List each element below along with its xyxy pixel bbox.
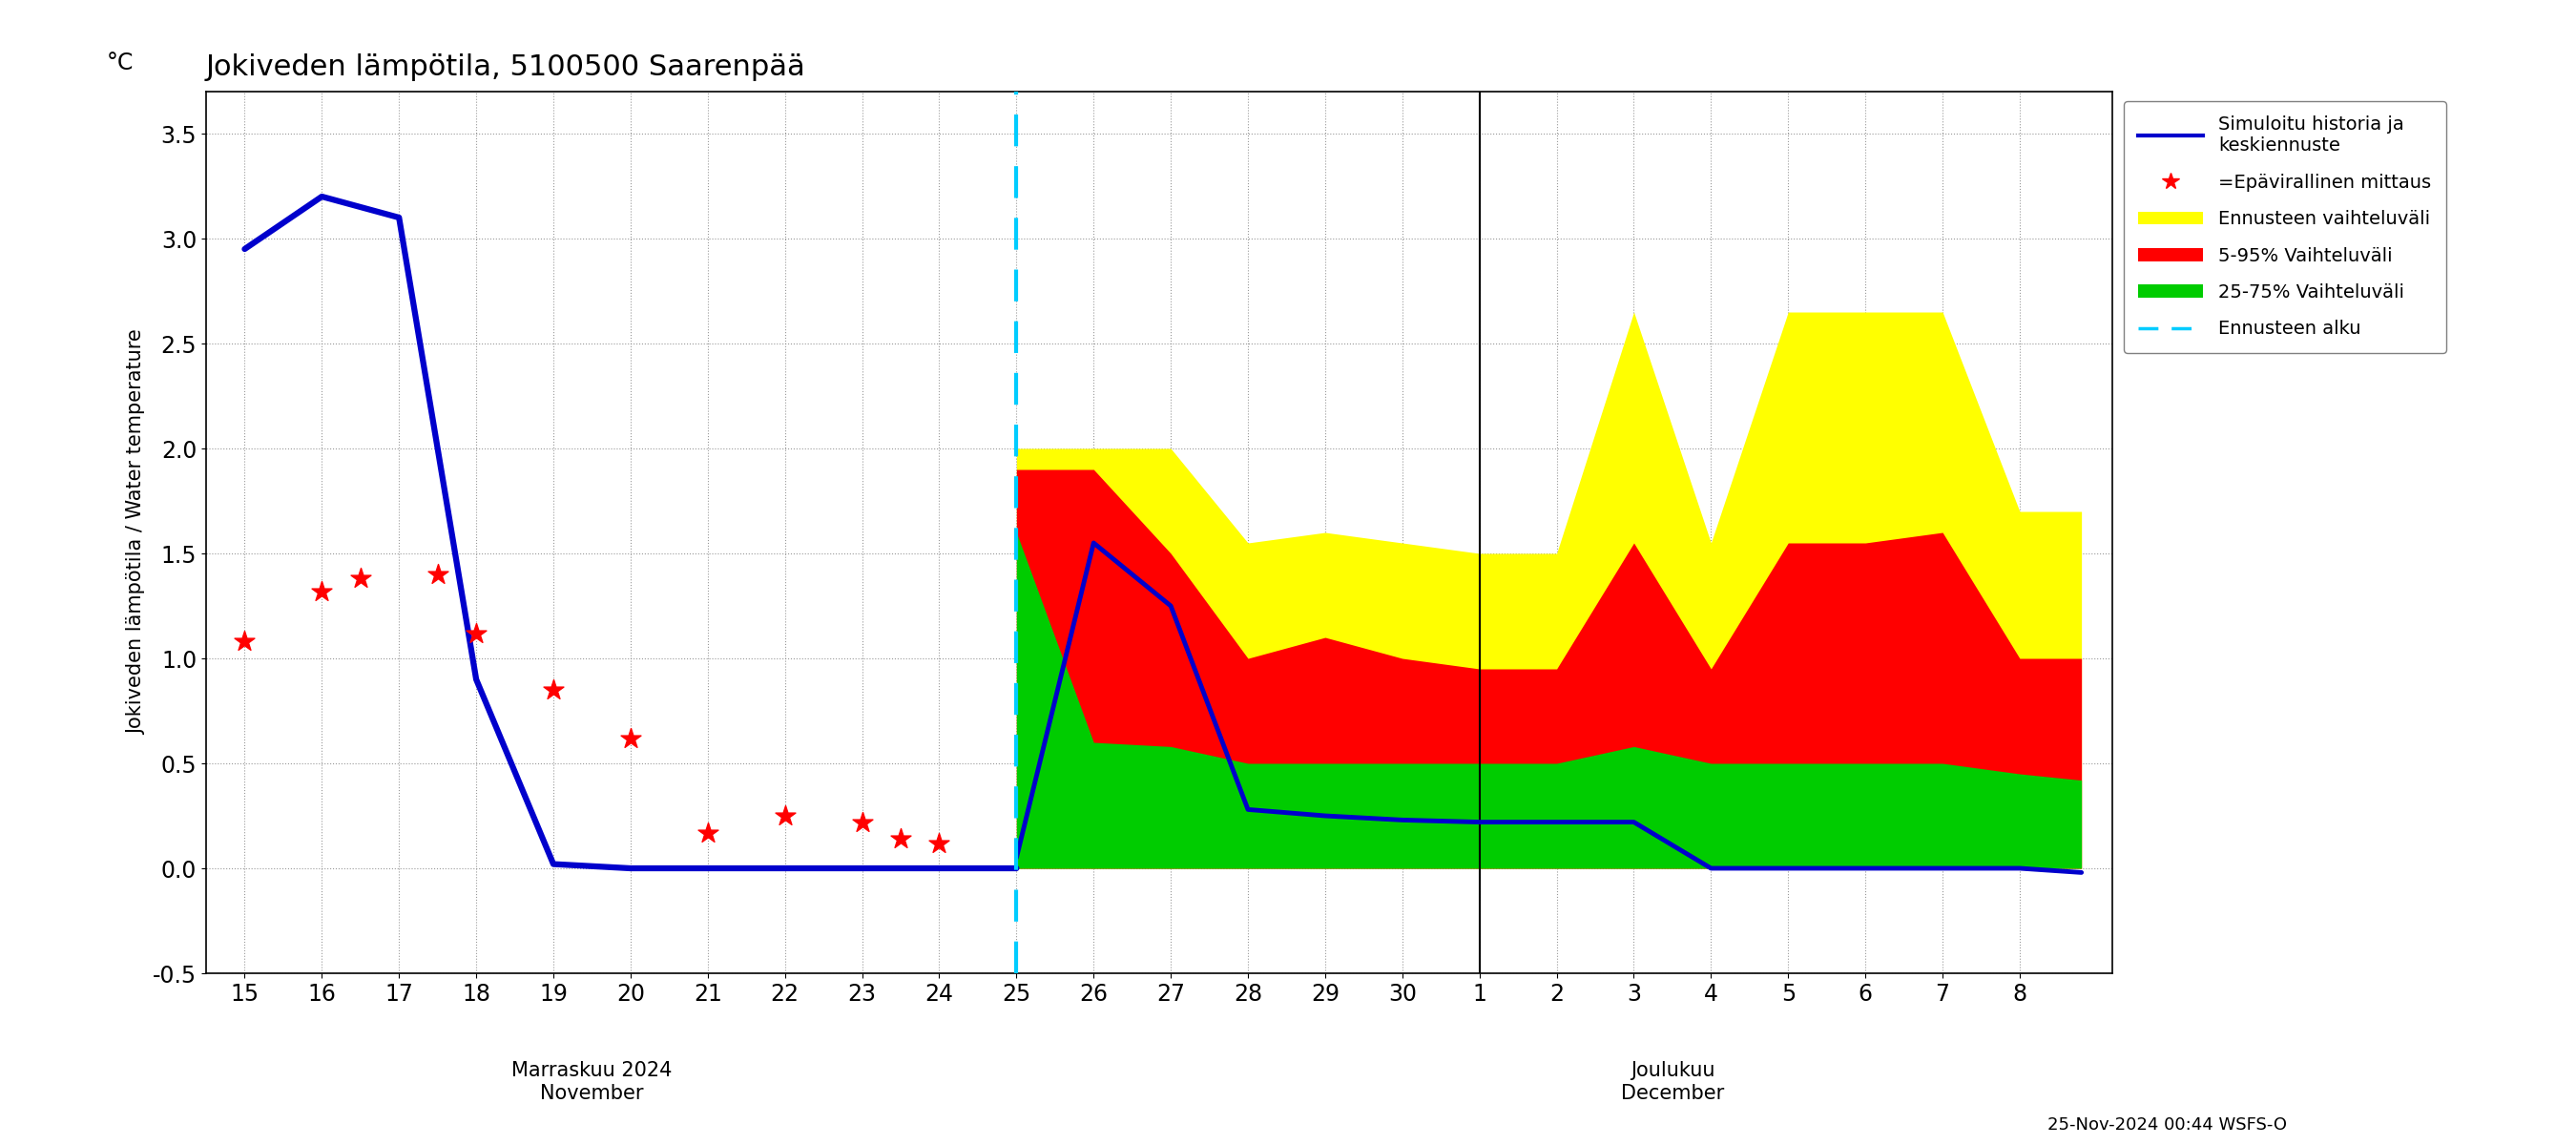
Point [920,834,961,852]
Point [224,632,265,650]
Point [688,823,729,842]
Point [611,729,652,748]
Point [842,813,884,831]
Text: Joulukuu
December: Joulukuu December [1620,1061,1723,1103]
Point [456,624,497,642]
Point [765,806,806,824]
Text: Jokiveden lämpötila, 5100500 Saarenpää: Jokiveden lämpötila, 5100500 Saarenpää [206,54,806,81]
Point [301,582,343,600]
Y-axis label: Jokiveden lämpötila / Water temperature: Jokiveden lämpötila / Water temperature [126,330,147,735]
Point [881,830,922,848]
Point [417,566,459,584]
Point [533,680,574,698]
Text: 25-Nov-2024 00:44 WSFS-O: 25-Nov-2024 00:44 WSFS-O [2048,1116,2287,1134]
Text: Marraskuu 2024
November: Marraskuu 2024 November [513,1061,672,1103]
Point [340,569,381,587]
Text: °C: °C [106,52,134,74]
Legend: Simuloitu historia ja
keskiennuste, =Epävirallinen mittaus, Ennusteen vaihteluvä: Simuloitu historia ja keskiennuste, =Epä… [2123,101,2445,353]
